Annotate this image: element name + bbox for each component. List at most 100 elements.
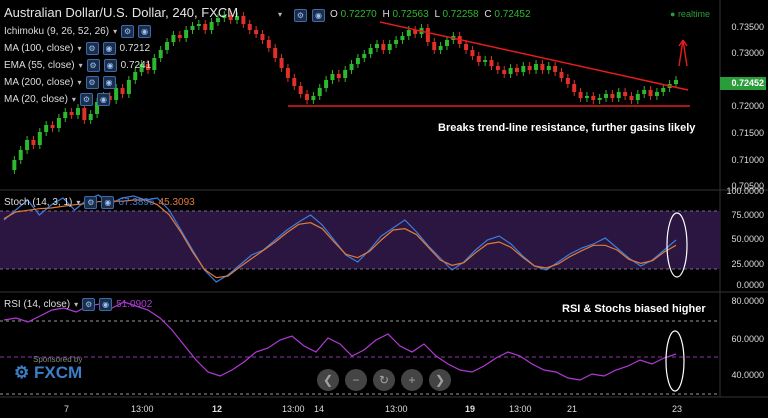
candle-body (82, 108, 87, 120)
candle-body (133, 72, 138, 80)
candle-body (152, 58, 157, 70)
zoom-out-button[interactable]: − (345, 369, 367, 391)
candle-body (527, 66, 532, 70)
rsi-axis-label: 40.0000 (731, 370, 764, 380)
indicator-label: MA (20, close) (4, 93, 68, 105)
candle-body (444, 40, 449, 46)
indicator-label: MA (200, close) (4, 76, 74, 88)
last-price-label: 0.72452 (731, 78, 764, 88)
settings-icon[interactable]: ⚙ (294, 9, 307, 22)
candle-body (661, 88, 666, 92)
candle-body (635, 94, 640, 100)
settings-icon[interactable]: ⚙ (121, 24, 135, 38)
visibility-icon[interactable]: ◉ (102, 41, 116, 55)
resistance-trendline (379, 21, 689, 91)
stoch-header[interactable]: Stoch (14, 3, 1) ▾ ⚙ ◉ 67.3896 45.3093 (4, 195, 195, 209)
candle-body (330, 74, 335, 80)
visibility-icon[interactable]: ◉ (96, 92, 110, 106)
candle-body (355, 58, 360, 64)
candle-body (56, 118, 61, 128)
settings-icon[interactable]: ⚙ (86, 58, 100, 72)
zoom-in-button[interactable]: + (401, 369, 423, 391)
time-axis-label: 21 (567, 404, 578, 414)
indicator-row-ichimoku[interactable]: Ichimoku (9, 26, 52, 26) ▾ ⚙ ◉ (4, 24, 152, 38)
visibility-icon[interactable]: ◉ (101, 195, 115, 209)
candle-body (559, 72, 564, 78)
rsi-header[interactable]: RSI (14, close) ▾ ⚙ ◉ 51.0902 (4, 297, 153, 311)
realtime-status: ● realtime (670, 9, 710, 19)
candle-body (241, 16, 246, 24)
rsi-axis-label: 80.0000 (731, 296, 764, 306)
visibility-icon[interactable]: ◉ (138, 24, 152, 38)
indicator-row-ma100[interactable]: MA (100, close) ▾ ⚙ ◉ 0.7212 (4, 41, 151, 55)
candle-body (228, 15, 233, 20)
indicator-label: MA (100, close) (4, 42, 74, 54)
scroll-left-button[interactable]: ❮ (317, 369, 339, 391)
candle-body (616, 92, 621, 98)
candle-body (37, 132, 42, 145)
candle-body (171, 35, 176, 42)
candle-body (502, 70, 507, 74)
candle-body (349, 64, 354, 70)
time-axis-label: 13:00 (385, 404, 408, 414)
candle-body (75, 108, 80, 115)
indicator-row-ma20[interactable]: MA (20, close) ▾ ⚙ ◉ (4, 92, 110, 106)
candle-body (184, 30, 189, 38)
candle-body (464, 44, 469, 50)
settings-icon[interactable]: ⚙ (85, 41, 99, 55)
fxcm-logo[interactable]: ⚙ FXCM (14, 363, 83, 382)
stoch-d-line (3, 199, 677, 279)
visibility-icon[interactable]: ◉ (312, 9, 325, 22)
candlestick-series (12, 11, 678, 174)
indicator-label: EMA (55, close) (4, 59, 75, 71)
reset-button[interactable]: ↻ (373, 369, 395, 391)
candle-body (400, 36, 405, 40)
candle-body (578, 92, 583, 98)
price-axis-label: 0.71500 (731, 128, 764, 138)
indicator-row-ma200[interactable]: MA (200, close) ▾ ⚙ ◉ (4, 75, 116, 89)
candle-body (654, 92, 659, 96)
candle-body (610, 94, 615, 98)
rsi-axis-label: 60.0000 (731, 334, 764, 344)
candle-body (476, 56, 481, 62)
sponsor-caption: Sponsored by (33, 355, 83, 364)
visibility-icon[interactable]: ◉ (99, 297, 113, 311)
candle-body (387, 44, 392, 50)
scroll-right-button[interactable]: ❯ (429, 369, 451, 391)
visibility-icon[interactable]: ◉ (103, 58, 117, 72)
settings-icon[interactable]: ⚙ (84, 195, 98, 209)
time-axis-label: 14 (314, 404, 325, 414)
settings-icon[interactable]: ⚙ (79, 92, 93, 106)
candle-body (254, 30, 259, 34)
stoch-axis-label: 0.0000 (736, 280, 764, 290)
candle-body (495, 66, 500, 70)
candle-body (120, 88, 125, 94)
candle-body (292, 78, 297, 86)
candle-body (158, 50, 163, 58)
candle-body (31, 140, 36, 145)
stoch-lines (3, 194, 677, 283)
indicator-row-ema55[interactable]: EMA (55, close) ▾ ⚙ ◉ 0.7241 (4, 58, 152, 72)
candle-body (489, 60, 494, 66)
time-axis-label: 19 (465, 404, 476, 414)
candle-body (273, 48, 278, 58)
settings-icon[interactable]: ⚙ (82, 297, 96, 311)
time-axis-label: 13:00 (131, 404, 154, 414)
price-axis-label: 0.72000 (731, 101, 764, 111)
symbol-dropdown-icon[interactable]: ▾ (278, 10, 283, 19)
candle-body (343, 70, 348, 78)
candle-body (534, 64, 539, 70)
candle-body (648, 90, 653, 96)
candle-body (629, 96, 634, 100)
candle-body (514, 68, 519, 72)
stoch-axis-label: 50.0000 (731, 234, 764, 244)
candle-body (336, 74, 341, 78)
symbol-title[interactable]: Australian Dollar/U.S. Dollar, 240, FXCM (4, 5, 239, 20)
time-axis-label: 13:00 (509, 404, 532, 414)
candle-body (209, 22, 214, 30)
candle-body (235, 16, 240, 20)
settings-icon[interactable]: ⚙ (85, 75, 99, 89)
candle-body (368, 48, 373, 54)
visibility-icon[interactable]: ◉ (102, 75, 116, 89)
